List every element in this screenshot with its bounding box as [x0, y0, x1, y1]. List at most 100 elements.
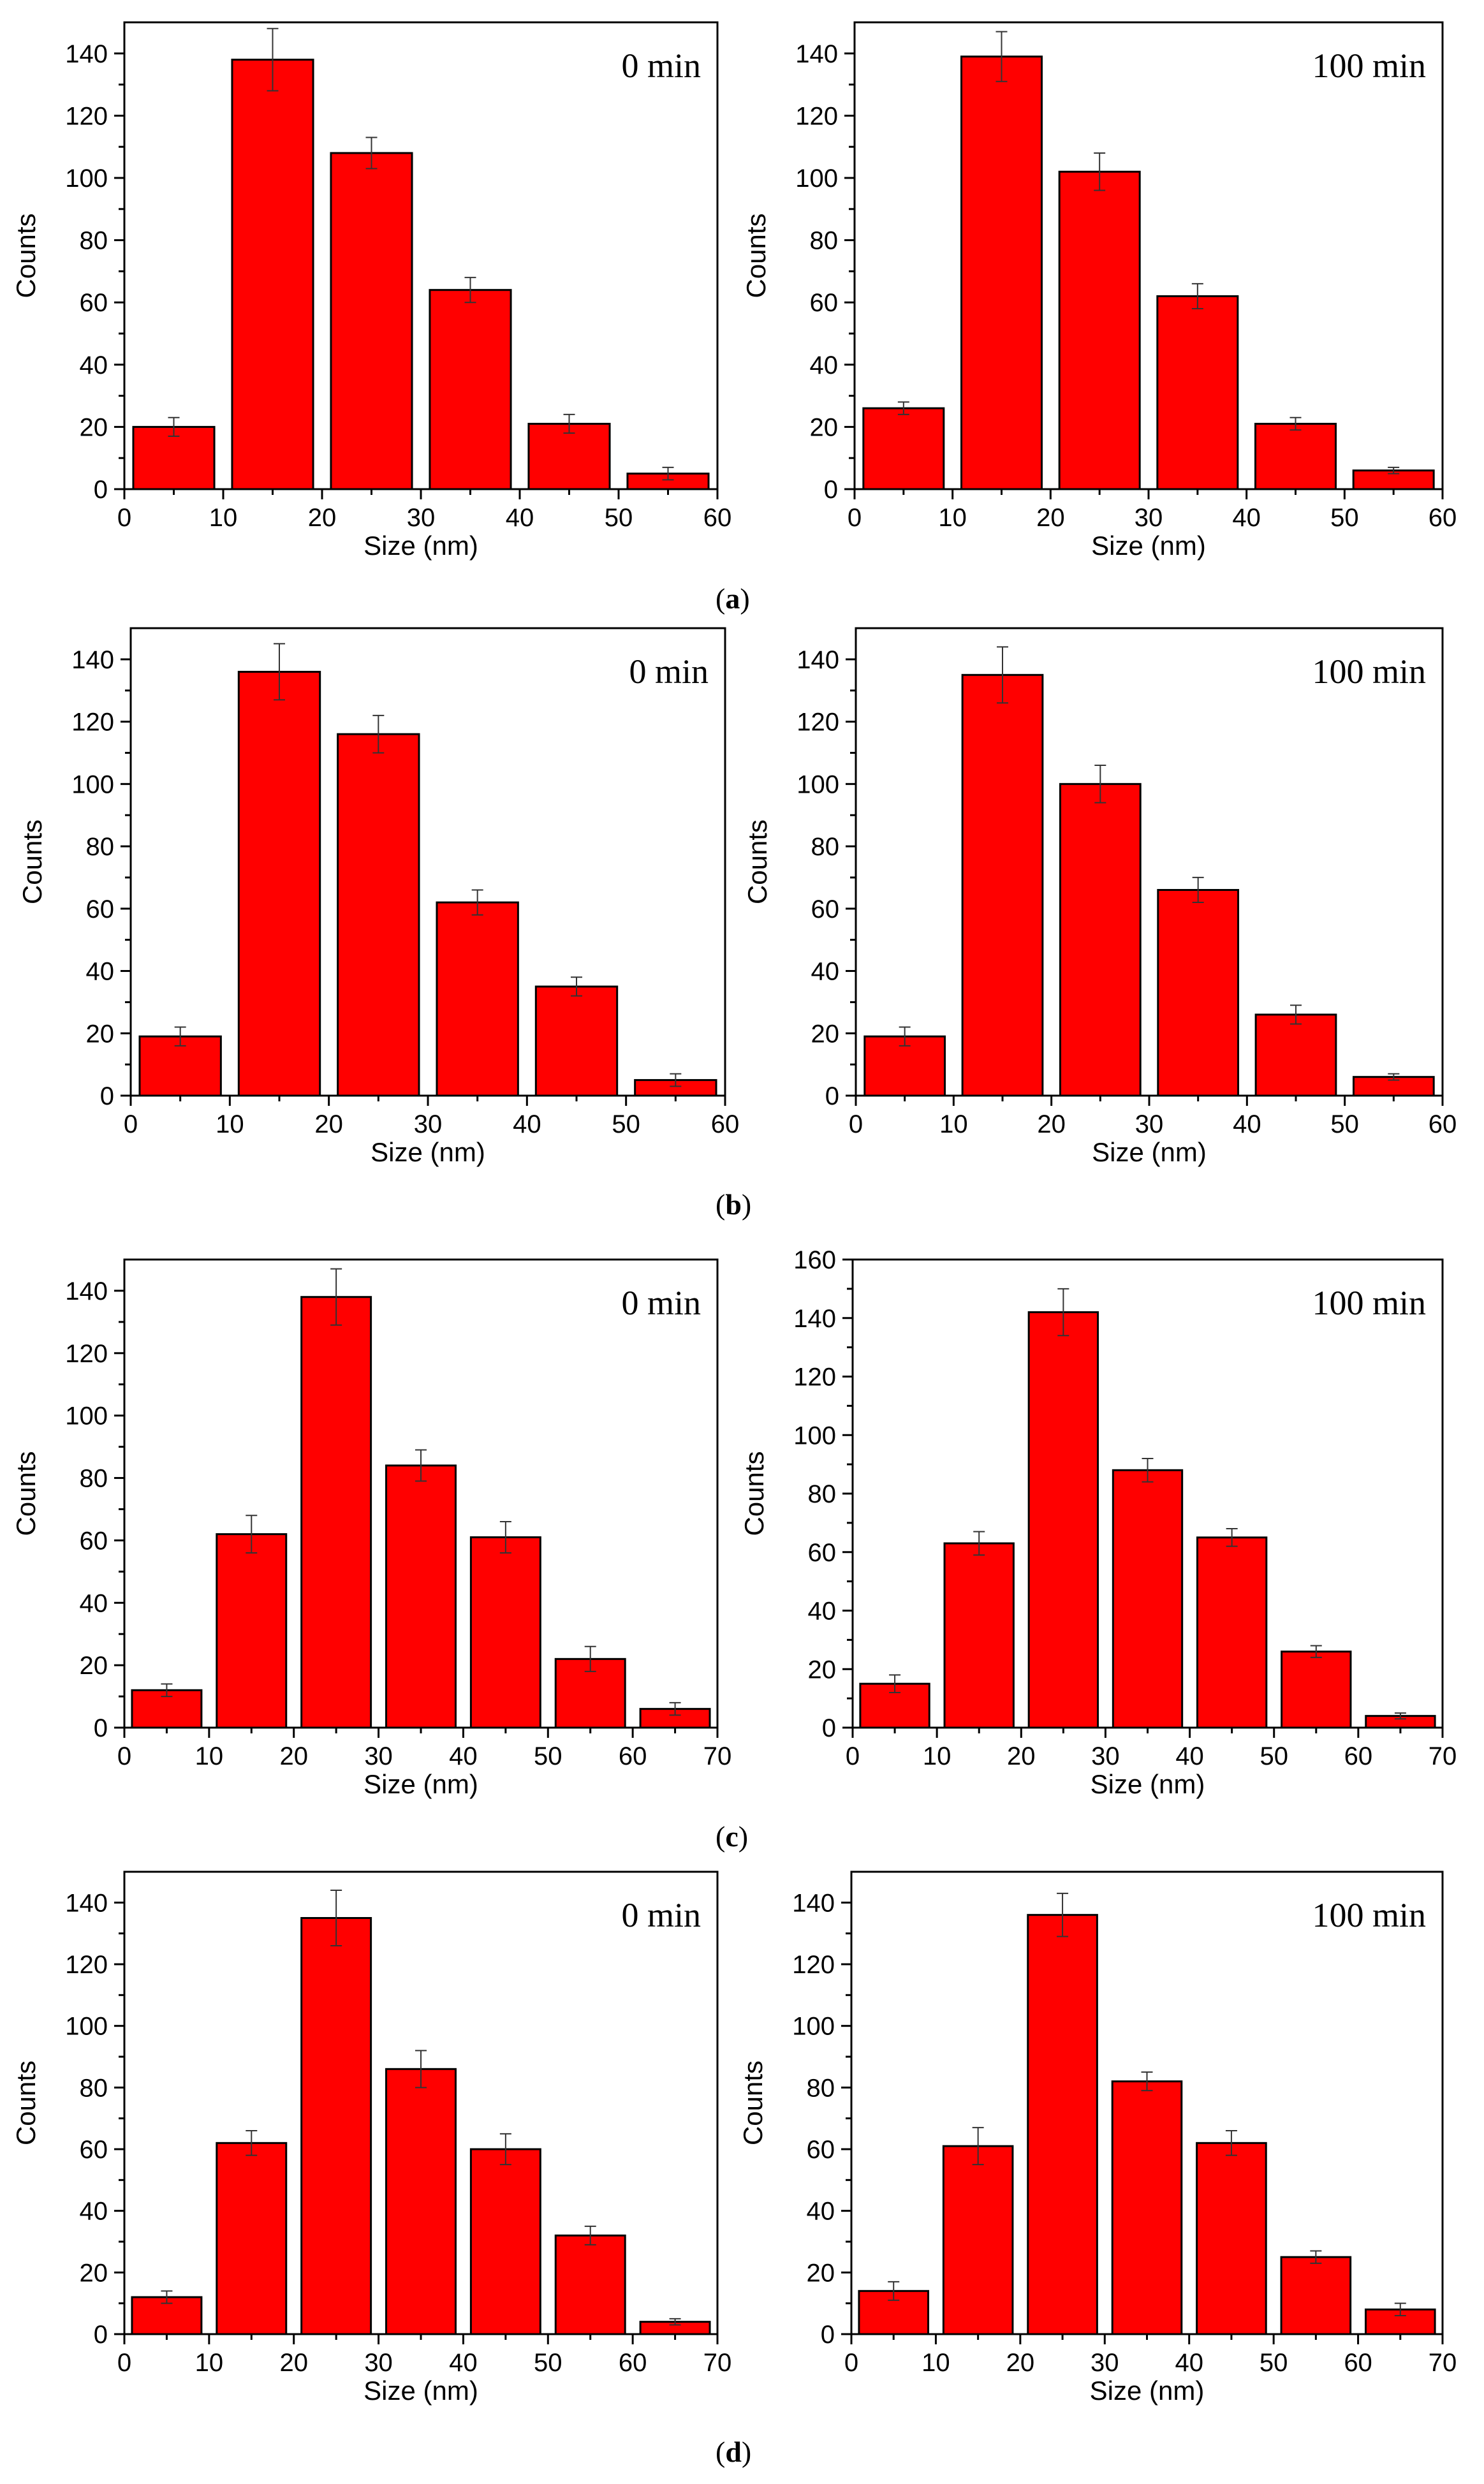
- bar: [429, 289, 512, 490]
- bar: [527, 423, 611, 490]
- chart-a-left: 0 10 20 30 40 50 60 0 20 40 60 80 100 120 140 Size (nm)…: [11, 21, 731, 561]
- bar: [1027, 1914, 1098, 2335]
- y-axis-label: Counts: [11, 213, 41, 298]
- error-bar: [415, 2050, 427, 2089]
- x-axis-label: Size (nm): [371, 1137, 485, 1167]
- x-tick-label: 20: [1006, 2349, 1035, 2377]
- x-tick-label: 10: [195, 2349, 224, 2377]
- x-tick-label: 60: [619, 1742, 647, 1770]
- x-tick-label: 40: [1232, 504, 1261, 532]
- x-tick-label: 50: [612, 1110, 640, 1138]
- caption-b: (b): [716, 1188, 752, 1221]
- chart-d-right: 0 10 20 30 40 50 60 70 0 20 40 60 80 100 120 140 Size (n…: [738, 1870, 1457, 2406]
- error-bar: [246, 1515, 258, 1554]
- bar: [943, 1542, 1015, 1729]
- x-tick-label: 0: [849, 1110, 863, 1138]
- y-tick-label: 20: [80, 413, 108, 441]
- bar: [1059, 783, 1142, 1097]
- error-bar: [1394, 2302, 1406, 2316]
- x-tick-label: 40: [1175, 2349, 1203, 2377]
- y-tick-label: 80: [80, 2074, 108, 2102]
- error-bar: [1094, 765, 1106, 804]
- x-axis-label: Size (nm): [364, 2376, 478, 2406]
- chart-title: 0 min: [621, 47, 701, 85]
- error-bar: [1191, 283, 1203, 309]
- x-tick-label: 20: [308, 504, 337, 532]
- chart-b-left: 0 10 20 30 40 50 60 0 20 40 60 80 100 120 140 Size (nm)…: [17, 627, 740, 1167]
- y-tick-label: 80: [807, 2074, 835, 2102]
- x-tick-label: 20: [314, 1110, 343, 1138]
- x-tick-label: 50: [534, 1742, 562, 1770]
- x-tick-label: 0: [117, 1742, 131, 1770]
- x-tick-label: 50: [1330, 1110, 1359, 1138]
- x-tick-label: 0: [124, 1110, 138, 1138]
- y-tick-label: 100: [795, 165, 838, 193]
- y-axis-label: Counts: [739, 1451, 769, 1536]
- bar: [300, 1917, 372, 2335]
- x-tick-label: 20: [1036, 504, 1065, 532]
- y-tick-label: 40: [808, 1598, 837, 1626]
- error-bar: [161, 1683, 173, 1698]
- error-bar: [372, 714, 385, 754]
- y-tick-label: 140: [797, 646, 839, 674]
- x-axis-label: Size (nm): [364, 1769, 478, 1799]
- error-bar: [563, 413, 575, 434]
- error-bar: [1394, 1712, 1406, 1720]
- x-tick-label: 50: [1330, 504, 1359, 532]
- error-bar: [669, 2318, 681, 2326]
- error-bar: [1057, 1892, 1069, 1937]
- y-tick-label: 60: [80, 289, 108, 317]
- y-tick-label: 80: [810, 227, 839, 255]
- bar: [436, 901, 519, 1097]
- y-tick-label: 120: [797, 709, 839, 737]
- y-tick-label: 20: [86, 1020, 115, 1048]
- x-tick-label: 50: [605, 504, 633, 532]
- x-tick-label: 20: [1007, 1742, 1036, 1770]
- bar: [1196, 1536, 1268, 1729]
- y-tick-label: 0: [821, 2321, 835, 2349]
- error-bar: [1192, 876, 1204, 904]
- x-tick-label: 60: [1344, 1742, 1373, 1770]
- x-tick-label: 60: [711, 1110, 740, 1138]
- bar: [862, 407, 945, 490]
- bar: [231, 59, 314, 490]
- bar: [330, 152, 413, 490]
- y-tick-label: 60: [80, 1527, 108, 1555]
- chart-c-left: 0 10 20 30 40 50 60 70 0 20 40 60 80 100 120 140 Size (n…: [11, 1258, 731, 1799]
- y-tick-label: 100: [797, 770, 839, 798]
- x-tick-label: 20: [279, 2349, 308, 2377]
- error-bar: [584, 1645, 596, 1672]
- bar: [534, 985, 619, 1097]
- y-tick-label: 20: [811, 1020, 840, 1048]
- error-bar: [995, 31, 1008, 82]
- x-axis-label: Size (nm): [1090, 2376, 1205, 2406]
- bar: [1027, 1311, 1099, 1729]
- bar: [469, 2148, 541, 2335]
- error-bar: [1141, 2071, 1153, 2092]
- error-bar: [1310, 2250, 1322, 2264]
- x-tick-label: 0: [844, 2349, 858, 2377]
- x-tick-label: 60: [1429, 1110, 1457, 1138]
- y-tick-label: 100: [792, 2013, 835, 2041]
- y-tick-label: 0: [100, 1082, 114, 1110]
- bar: [1112, 1469, 1184, 1729]
- error-bar: [584, 2225, 596, 2245]
- chart-c-right: 0 10 20 30 40 50 60 70 0 20 40 60 80 100 120 140 160 Size…: [739, 1246, 1457, 1799]
- y-tick-label: 100: [65, 1402, 108, 1430]
- error-bar: [415, 1449, 427, 1482]
- x-tick-label: 0: [117, 2349, 131, 2377]
- x-tick-label: 40: [449, 1742, 478, 1770]
- bar: [385, 1464, 457, 1729]
- chart-title: 100 min: [1312, 47, 1426, 85]
- x-tick-label: 10: [939, 1110, 968, 1138]
- caption-c: (c): [716, 1820, 749, 1853]
- error-bar: [1289, 416, 1302, 431]
- x-tick-label: 60: [1344, 2349, 1372, 2377]
- y-tick-label: 20: [808, 1656, 837, 1684]
- y-axis-label: Counts: [741, 213, 771, 298]
- x-tick-label: 30: [364, 1742, 393, 1770]
- x-axis-label: Size (nm): [1091, 1769, 1205, 1799]
- bar: [1156, 295, 1239, 490]
- x-tick-label: 50: [1260, 1742, 1288, 1770]
